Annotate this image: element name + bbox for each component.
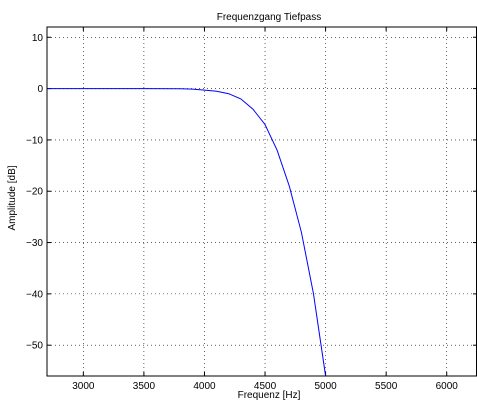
x-axis-label: Frequenz [Hz] xyxy=(238,390,301,401)
y-tick-label: 10 xyxy=(32,33,44,44)
y-tick-label: 0 xyxy=(37,84,43,95)
series-line xyxy=(47,88,327,377)
y-tick-label: −50 xyxy=(26,341,43,352)
x-tick-label: 6000 xyxy=(436,381,459,392)
plot-frame xyxy=(46,26,477,377)
x-tick-label: 4500 xyxy=(254,381,277,392)
x-tick-label: 5500 xyxy=(375,381,398,392)
x-tick-label: 3500 xyxy=(133,381,156,392)
grid xyxy=(47,27,477,376)
ticks: 3000 3500 4000 4500 5000 5500 6000 10 0 −10 −20 −30… xyxy=(26,27,477,392)
series-layer xyxy=(47,88,327,377)
y-tick-label: −40 xyxy=(26,289,43,300)
y-tick-label: −10 xyxy=(26,135,43,146)
x-tick-label: 3000 xyxy=(72,381,95,392)
y-axis-label: Amplitude [dB] xyxy=(7,165,18,230)
x-tick-label: 5000 xyxy=(314,381,337,392)
x-tick-label: 4000 xyxy=(193,381,216,392)
chart-title: Frequenzgang Tiefpass xyxy=(217,12,322,23)
y-tick-label: −20 xyxy=(26,187,43,198)
y-tick-label: −30 xyxy=(26,238,43,249)
